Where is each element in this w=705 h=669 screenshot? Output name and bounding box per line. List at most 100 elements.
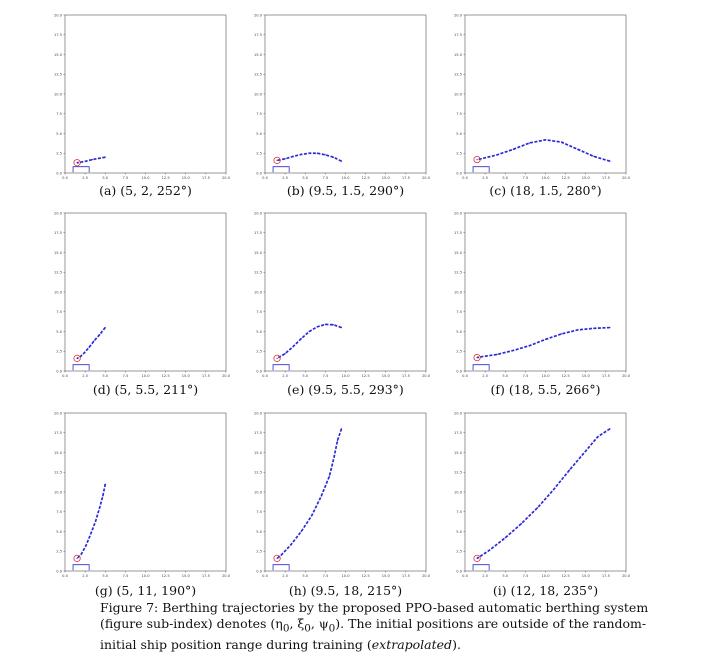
- x-tick-label: 0.0: [262, 176, 268, 180]
- trajectory-point: [328, 475, 330, 477]
- y-tick-label: 10.0: [254, 92, 263, 96]
- trajectory-point: [276, 357, 278, 359]
- trajectory-point: [332, 324, 335, 326]
- y-tick-label: 7.5: [256, 310, 262, 314]
- x-tick-label: 12.5: [162, 574, 170, 578]
- x-tick-label: 15.0: [382, 374, 391, 378]
- x-tick-label: 0.0: [462, 176, 468, 180]
- trajectory-point: [561, 141, 563, 143]
- y-tick-label: 0.0: [456, 171, 462, 175]
- x-tick-label: 15.0: [582, 574, 591, 578]
- caption-sub-xi: 0: [304, 622, 311, 635]
- trajectory-line: [276, 428, 343, 560]
- y-tick-label: 2.5: [456, 152, 462, 156]
- trajectory-point: [577, 329, 579, 331]
- x-tick-label: 5.0: [502, 574, 508, 578]
- trajectory-point: [300, 338, 302, 340]
- y-tick-label: 2.5: [56, 152, 62, 156]
- x-tick-label: 17.5: [402, 374, 410, 378]
- trajectory-point: [496, 353, 498, 356]
- plot-frame: [464, 14, 627, 174]
- y-tick-label: 2.5: [456, 550, 462, 554]
- x-tick-label: 5.0: [302, 176, 308, 180]
- berth-marker: [472, 166, 490, 173]
- y-tick-label: 5.0: [256, 330, 262, 334]
- berth-marker: [72, 564, 90, 571]
- y-tick-label: 20.0: [254, 13, 263, 17]
- x-tick-label: 20.0: [622, 574, 631, 578]
- trajectory-point: [340, 326, 343, 329]
- x-tick-label: 12.5: [362, 176, 370, 180]
- trajectory-point: [292, 155, 294, 158]
- y-tick-label: 7.5: [256, 112, 262, 116]
- subfigure-label: (d) (5, 5.5, 211°): [92, 382, 199, 397]
- subplot-e: 0.0 2.5 5.0 7.5 10.0 12.5 15.0 17.5 20.0 0.0 2.5 5.…: [254, 211, 431, 378]
- trajectory-point: [104, 156, 106, 158]
- y-tick-label: 2.5: [256, 350, 262, 354]
- trajectory-point: [85, 545, 87, 547]
- y-tick-label: 12.5: [54, 271, 62, 275]
- trajectory-point: [476, 557, 478, 559]
- plot-frame: [464, 212, 627, 372]
- trajectory-point: [512, 349, 514, 352]
- y-tick-label: 0.0: [56, 569, 62, 573]
- trajectory-point: [284, 158, 286, 160]
- y-tick-label: 17.5: [254, 231, 262, 235]
- x-tick-label: 7.5: [123, 374, 129, 378]
- x-tick-label: 17.5: [402, 574, 410, 578]
- berth-marker: [72, 364, 90, 371]
- trajectory-point: [609, 326, 611, 329]
- caption-lead: Figure 7: Berthing trajectories by the p…: [100, 600, 649, 631]
- y-tick-label: 12.5: [454, 73, 462, 77]
- x-tick-label: 15.0: [182, 374, 191, 378]
- trajectory-point: [104, 326, 106, 329]
- tick-marks: [63, 212, 227, 373]
- x-tick-label: 15.0: [582, 374, 591, 378]
- subplot-d: 0.0 2.5 5.0 7.5 10.0 12.5 15.0 17.5 20.0 0.0 2.5 5.…: [54, 211, 231, 378]
- subplot-svg: 0.0 2.5 5.0 7.5 10.0 12.5 15.0 17.5 20.0 0.0 2.5 5.…: [254, 211, 431, 378]
- x-tick-label: 15.0: [382, 176, 391, 180]
- trajectory-point: [99, 334, 101, 336]
- trajectory-point: [80, 553, 82, 556]
- y-tick-label: 2.5: [56, 550, 62, 554]
- target-circle: [473, 554, 481, 562]
- x-tick-label: 7.5: [323, 574, 329, 578]
- tick-marks: [463, 212, 627, 373]
- subfigure-label: (c) (18, 1.5, 280°): [489, 183, 602, 198]
- x-tick-label: 20.0: [222, 374, 231, 378]
- y-tick-label: 7.5: [56, 310, 62, 314]
- y-tick-label: 2.5: [56, 350, 62, 354]
- subplot-f: 0.0 2.5 5.0 7.5 10.0 12.5 15.0 17.5 20.0 0.0 2.5 5.…: [454, 211, 631, 378]
- y-tick-label: 12.5: [54, 471, 62, 475]
- trajectory-point: [93, 340, 95, 342]
- y-tick-label: 15.0: [254, 251, 263, 255]
- target-circle: [473, 155, 481, 164]
- y-tick-label: 10.0: [454, 490, 463, 494]
- subplot-svg: 0.0 2.5 5.0 7.5 10.0 12.5 15.0 17.5 20.0 0.0 2.5 5.…: [54, 13, 231, 180]
- berth-marker: [272, 166, 290, 173]
- tick-marks: [263, 412, 427, 573]
- trajectory-point: [504, 537, 506, 539]
- x-tick-label: 10.0: [141, 176, 150, 180]
- x-tick-label: 7.5: [123, 574, 129, 578]
- y-tick-label: 12.5: [254, 73, 262, 77]
- y-tick-label: 10.0: [254, 290, 263, 294]
- x-tick-label: 5.0: [302, 574, 308, 578]
- x-tick-label: 10.0: [541, 374, 550, 378]
- y-tick-label: 10.0: [54, 290, 63, 294]
- y-tick-label: 12.5: [454, 471, 462, 475]
- trajectory-point: [561, 333, 563, 335]
- x-tick-label: 10.0: [541, 176, 550, 180]
- x-tick-label: 0.0: [62, 176, 68, 180]
- x-tick-label: 2.5: [482, 176, 488, 180]
- x-tick-label: 12.5: [562, 374, 570, 378]
- x-tick-label: 0.0: [462, 574, 468, 578]
- y-tick-label: 12.5: [254, 271, 262, 275]
- trajectory-point: [544, 338, 547, 340]
- x-tick-label: 20.0: [222, 176, 231, 180]
- subplot-svg: 0.0 2.5 5.0 7.5 10.0 12.5 15.0 17.5 20.0 0.0 2.5 5.…: [254, 411, 431, 578]
- trajectory-point: [569, 469, 571, 471]
- y-tick-label: 0.0: [56, 369, 62, 373]
- figure-caption: Figure 7: Berthing trajectories by the p…: [100, 600, 680, 653]
- y-tick-label: 17.5: [54, 431, 62, 435]
